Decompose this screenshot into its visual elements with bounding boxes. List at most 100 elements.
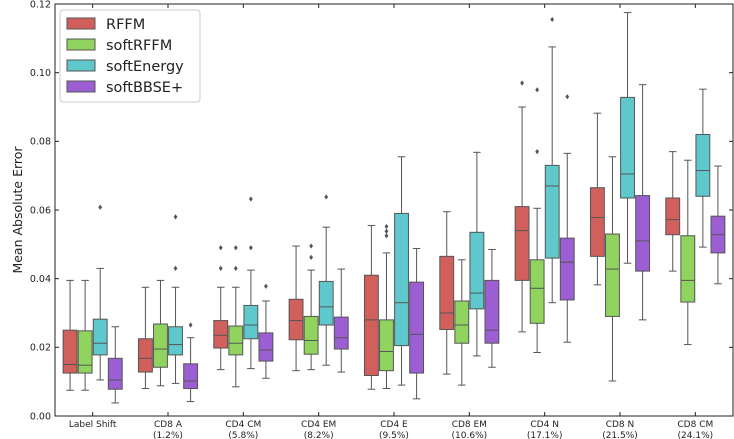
box-body bbox=[318, 280, 334, 326]
y-tick-label: 0.12 bbox=[30, 0, 51, 10]
box-RFFM-2 bbox=[213, 245, 229, 371]
flier-point bbox=[188, 322, 193, 328]
y-tick-label: 0.04 bbox=[30, 274, 51, 285]
box-body bbox=[379, 319, 394, 372]
x-tick-label: CD8 EM bbox=[452, 420, 487, 430]
box-body bbox=[213, 320, 229, 349]
legend-entry: softEnergy bbox=[106, 59, 184, 75]
y-tick-label: 0.02 bbox=[30, 343, 51, 354]
box-RFFM-5 bbox=[439, 211, 455, 375]
flier-point bbox=[248, 245, 253, 251]
box-body bbox=[288, 298, 304, 341]
box-softEnergy-2 bbox=[243, 196, 259, 370]
flier-point bbox=[550, 16, 555, 23]
x-tick-label-sub: (1.2%) bbox=[153, 431, 183, 439]
box-body bbox=[680, 235, 696, 303]
box-body bbox=[559, 237, 575, 301]
box-softRFFM-0 bbox=[77, 279, 93, 391]
boxes-layer bbox=[62, 12, 726, 404]
box-softEnergy-4 bbox=[394, 156, 409, 386]
box-body bbox=[137, 338, 153, 373]
box-softBBSE+-2 bbox=[258, 283, 274, 379]
box-softEnergy-1 bbox=[168, 214, 183, 384]
box-RFFM-6 bbox=[514, 80, 530, 333]
y-tick-label: 0.06 bbox=[30, 205, 51, 216]
box-body bbox=[303, 315, 319, 355]
x-tick-label: Label Shift bbox=[69, 420, 117, 430]
box-softEnergy-0 bbox=[92, 204, 108, 381]
flier-point bbox=[535, 87, 540, 93]
legend: RFFM softRFFM softEnergy softBBSE+ bbox=[59, 9, 201, 103]
box-softBBSE+-8 bbox=[710, 165, 726, 285]
legend-swatch bbox=[66, 59, 96, 72]
box-body bbox=[409, 281, 425, 374]
box-softRFFM-7 bbox=[605, 156, 620, 382]
box-body bbox=[333, 316, 349, 350]
box-body bbox=[107, 357, 123, 390]
x-tick-label: CD4 N bbox=[530, 420, 559, 430]
box-RFFM-3 bbox=[288, 245, 304, 372]
y-axis-label: Mean Absolute Error bbox=[10, 146, 25, 274]
box-softBBSE+-3 bbox=[333, 268, 349, 373]
flier-point bbox=[233, 245, 238, 251]
box-body bbox=[620, 96, 635, 199]
box-body bbox=[77, 330, 93, 374]
box-body bbox=[153, 323, 168, 368]
box-body bbox=[258, 332, 274, 362]
box-body bbox=[454, 300, 470, 344]
box-softEnergy-3 bbox=[318, 194, 334, 366]
x-tick-label-sub: (5.8%) bbox=[228, 431, 258, 439]
flier-point bbox=[324, 194, 329, 200]
y-tick-label: 0.08 bbox=[30, 137, 51, 148]
x-tick-label-sub: (17.1%) bbox=[527, 431, 563, 439]
flier-point bbox=[384, 228, 389, 234]
box-body bbox=[529, 259, 545, 324]
box-softBBSE+-0 bbox=[107, 326, 123, 404]
flier-point bbox=[248, 196, 253, 202]
box-body bbox=[589, 187, 605, 257]
x-tick-label-sub: (21.5%) bbox=[602, 431, 638, 439]
x-tick-label: CD4 EM bbox=[301, 420, 336, 430]
box-softBBSE+-7 bbox=[635, 84, 651, 321]
box-body bbox=[183, 363, 199, 390]
box-softRFFM-2 bbox=[228, 245, 244, 388]
box-softEnergy-7 bbox=[620, 12, 635, 264]
x-tick-label-sub: (8.2%) bbox=[304, 431, 334, 439]
x-tick-label-sub: (10.6%) bbox=[452, 431, 488, 439]
box-body bbox=[243, 304, 259, 340]
box-softRFFM-8 bbox=[680, 159, 696, 346]
box-RFFM-8 bbox=[665, 151, 681, 272]
box-softEnergy-8 bbox=[695, 88, 711, 248]
box-body bbox=[695, 133, 711, 197]
flier-point bbox=[173, 214, 178, 220]
x-tick-label: CD8 CM bbox=[677, 420, 713, 430]
box-softRFFM-1 bbox=[153, 279, 168, 387]
box-body bbox=[439, 255, 455, 330]
flier-point bbox=[535, 149, 540, 155]
flier-point bbox=[309, 254, 314, 260]
box-softEnergy-6 bbox=[544, 16, 560, 304]
box-RFFM-4 bbox=[363, 224, 379, 390]
box-softBBSE+-6 bbox=[559, 94, 575, 343]
x-tick-label: CD4 E bbox=[380, 420, 408, 430]
flier-point bbox=[520, 80, 524, 86]
y-tick-label: 0.00 bbox=[30, 411, 51, 422]
legend-frame bbox=[59, 9, 201, 103]
box-body bbox=[544, 164, 560, 259]
box-RFFM-1 bbox=[137, 286, 153, 390]
box-body bbox=[228, 325, 244, 356]
legend-swatch bbox=[66, 17, 96, 30]
box-softEnergy-5 bbox=[469, 151, 485, 357]
box-body bbox=[62, 329, 78, 374]
box-body bbox=[168, 326, 183, 356]
legend-entry: softRFFM bbox=[106, 38, 172, 54]
flier-point bbox=[309, 243, 314, 249]
box-softRFFM-5 bbox=[454, 259, 470, 386]
box-softRFFM-3 bbox=[303, 243, 319, 371]
x-tick-label-sub: (9.5%) bbox=[379, 431, 409, 439]
box-softBBSE+-1 bbox=[183, 322, 199, 403]
x-tick-label: CD4 CM bbox=[225, 420, 261, 430]
box-RFFM-7 bbox=[589, 112, 605, 286]
box-body bbox=[665, 197, 681, 236]
box-body bbox=[394, 212, 409, 347]
